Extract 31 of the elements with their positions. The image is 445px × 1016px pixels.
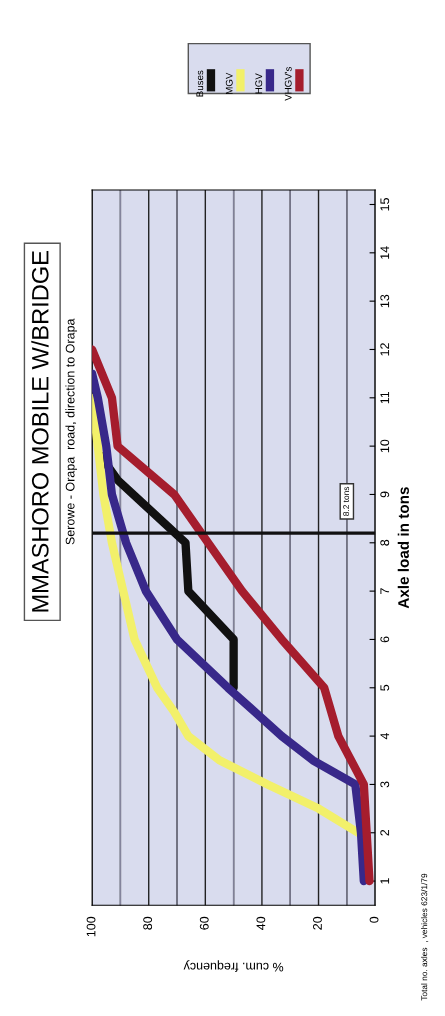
text: MMASHORO MOBILE W/BRIDGE [31,251,49,612]
x-tick-label: 100 [86,916,96,937]
y-tick-label: 8 [380,539,390,546]
legend-label: VHGV's [284,66,292,101]
y-tick-label: 6 [380,636,390,643]
y-tick-label: 7 [380,588,390,594]
y-tick-label: 9 [380,491,390,498]
y-tick-label: 15 [380,198,390,211]
y-tick-label: 4 [380,733,390,740]
y-tick-label: 2 [380,829,390,836]
x-tick-label: 80 [143,916,153,930]
x-tick-label: 20 [313,916,322,930]
legend-label: Buses [196,70,204,97]
legend-label: MGV [225,72,233,94]
y-tick-label: 1 [380,878,390,884]
y-tick-label: 10 [380,439,390,453]
y-tick-label: 12 [380,343,390,356]
ref-line-label: 8.2 tons [343,486,350,516]
x-tick-label: 0 [369,916,379,923]
y-tick-label: 5 [380,684,390,691]
x-axis-title: % cum. frequency [183,960,284,972]
y-tick-label: 14 [380,246,390,259]
x-tick-label: 40 [256,916,266,930]
legend-label: HGV [255,73,263,94]
y-tick-label: 3 [380,781,390,788]
text: Total no. axles , vehicles 623/1/79 [421,873,429,1001]
x-tick-label: 60 [199,916,209,930]
y-axis-title: Axle load in tons [397,487,409,609]
y-tick-label: 11 [380,391,390,404]
text: Serowe - Orapa road, direction to Orapa [65,318,78,545]
y-tick-label: 13 [380,294,390,308]
